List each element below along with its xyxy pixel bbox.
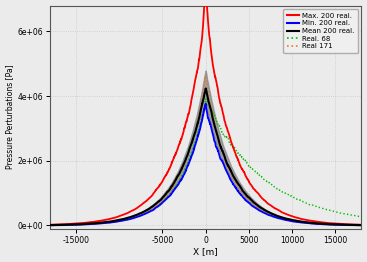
Y-axis label: Pressure Perturbations [Pa]: Pressure Perturbations [Pa] [6, 65, 15, 170]
X-axis label: X [m]: X [m] [193, 247, 218, 256]
Legend: Max. 200 real., Min. 200 real., Mean 200 real., Real. 68, Real 171: Max. 200 real., Min. 200 real., Mean 200… [283, 9, 358, 53]
